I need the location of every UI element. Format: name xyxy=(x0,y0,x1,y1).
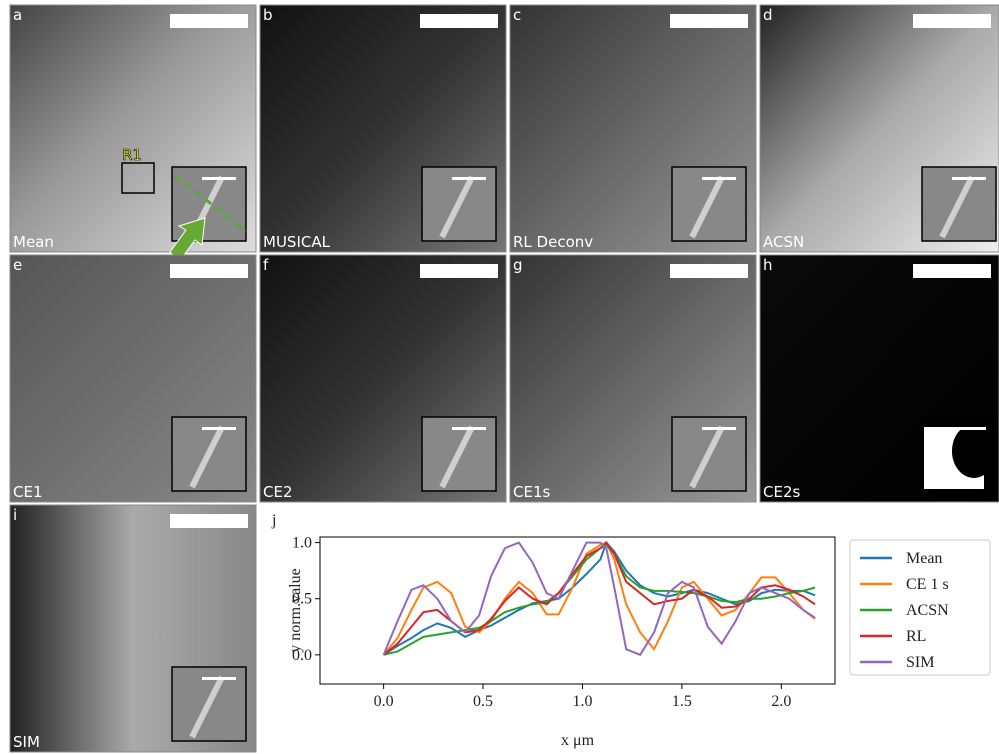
inset-scale-bar xyxy=(702,427,736,430)
panel-label: CE2 xyxy=(263,483,293,501)
image-panel: b MUSICAL xyxy=(260,5,506,252)
roi-label: R1 xyxy=(122,146,142,164)
scale-bar xyxy=(913,264,991,278)
panel-letter: c xyxy=(513,6,521,24)
panel-letter: a xyxy=(13,6,22,24)
scale-bar xyxy=(670,14,748,28)
panel-label: CE1 xyxy=(13,483,43,501)
x-tick-label: 1.5 xyxy=(672,693,692,710)
scale-bar xyxy=(170,264,248,278)
inset-scale-bar xyxy=(952,427,986,430)
panel-letter: j xyxy=(271,512,276,529)
panel-letter: g xyxy=(513,256,523,274)
inset-scale-bar xyxy=(952,177,986,180)
panel-letter: e xyxy=(13,256,22,274)
panel-letter: h xyxy=(763,256,773,274)
panel-label: MUSICAL xyxy=(263,233,331,251)
figure: a Mean R1 b MUSICAL c RL Deconv d ACSN e CE1 f CE2 g C… xyxy=(0,0,999,754)
x-axis-label: x μm xyxy=(561,732,595,749)
inset-scale-bar xyxy=(202,427,236,430)
x-tick-label: 1.0 xyxy=(572,693,592,710)
image-panel: c RL Deconv xyxy=(510,5,756,252)
panel-letter: f xyxy=(263,256,269,274)
legend-label: Mean xyxy=(906,550,942,567)
scale-bar xyxy=(170,14,248,28)
image-panel: h CE2s xyxy=(760,255,999,502)
legend-label: ACSN xyxy=(906,602,949,619)
image-panel: i SIM xyxy=(10,505,256,752)
scale-bar xyxy=(420,14,498,28)
legend-label: CE 1 s xyxy=(906,576,949,593)
inset-scale-bar xyxy=(452,177,486,180)
scale-bar xyxy=(913,14,991,28)
panel-label: SIM xyxy=(13,733,40,751)
image-panel: f CE2 xyxy=(260,255,506,502)
image-panel: d ACSN xyxy=(760,5,999,252)
scale-bar xyxy=(670,264,748,278)
inset-scale-bar xyxy=(702,177,736,180)
x-tick-label: 0.0 xyxy=(374,693,394,710)
image-panel: g CE1s xyxy=(510,255,756,502)
panel-label: CE1s xyxy=(513,483,550,501)
scale-bar xyxy=(170,514,248,528)
inset-scale-bar xyxy=(202,177,236,180)
panel-letter: i xyxy=(13,506,17,524)
panel-letter: d xyxy=(763,6,773,24)
inset-scale-bar xyxy=(452,427,486,430)
x-tick-label: 0.5 xyxy=(473,693,493,710)
y-tick-label: 1.0 xyxy=(292,535,312,552)
panel-letter: b xyxy=(263,6,273,24)
panel-label: ACSN xyxy=(763,233,804,251)
image-panel: e CE1 xyxy=(10,255,256,502)
y-axis-label: y norm.value xyxy=(287,568,304,652)
panel-label: RL Deconv xyxy=(513,233,593,251)
legend-label: RL xyxy=(906,628,926,645)
legend-label: SIM xyxy=(906,654,934,671)
image-panel: a Mean R1 xyxy=(10,5,256,262)
panel-label: Mean xyxy=(13,233,54,251)
scale-bar xyxy=(420,264,498,278)
inset-scale-bar xyxy=(202,677,236,680)
x-tick-label: 2.0 xyxy=(771,693,791,710)
panel-label: CE2s xyxy=(763,483,800,501)
